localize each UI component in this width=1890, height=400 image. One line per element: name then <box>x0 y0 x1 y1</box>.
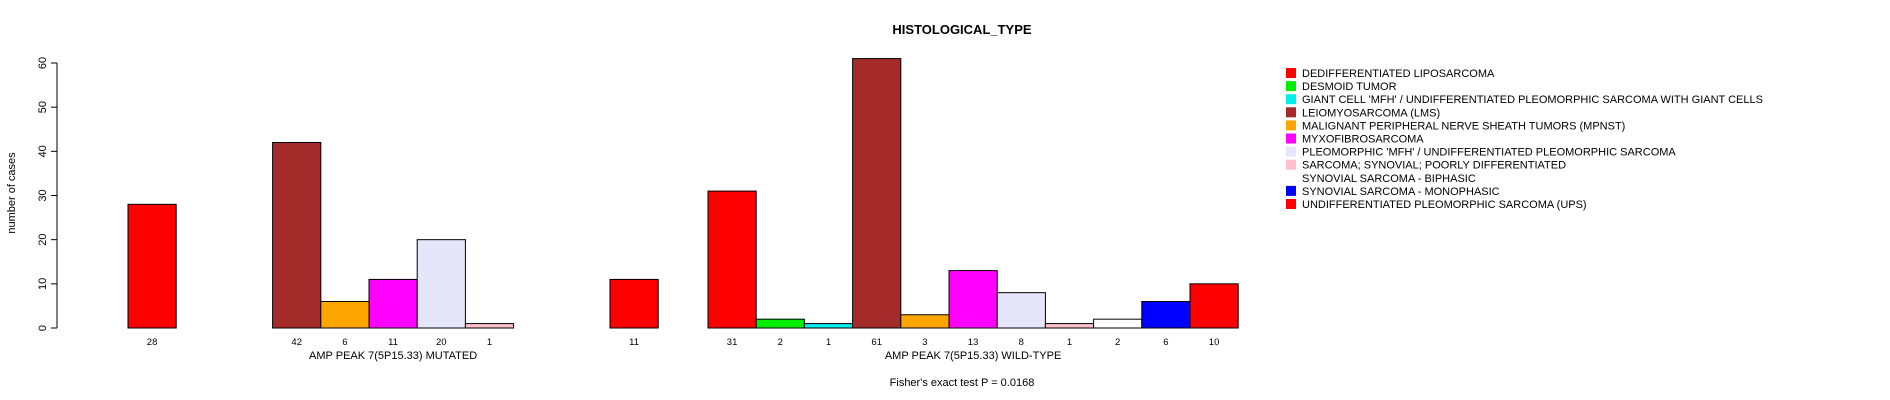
bar-count-label: 11 <box>629 337 639 348</box>
bar <box>1189 283 1239 329</box>
legend-entry: SYNOVIAL SARCOMA - MONOPHASIC <box>1302 186 1500 198</box>
bar-count-label: 1 <box>1067 337 1072 348</box>
bar <box>272 142 322 329</box>
legend-entry: DESMOID TUMOR <box>1302 81 1397 93</box>
bar-count-label: 20 <box>436 337 447 348</box>
bar-count-label: 2 <box>778 337 783 348</box>
legend-swatch <box>1286 146 1296 157</box>
legend-entry: MALIGNANT PERIPHERAL NERVE SHEATH TUMORS… <box>1302 120 1625 132</box>
bar-count-label: 11 <box>388 337 398 348</box>
bar <box>996 292 1046 329</box>
bar-count-labels: 28 42 6 11 20 1 11 31 2 1 61 3 13 8 1 2 6 10 <box>147 337 1220 348</box>
bar <box>127 203 177 329</box>
y-tick-label: 10 <box>37 278 49 290</box>
legend-entry: SARCOMA; SYNOVIAL; POORLY DIFFERENTIATED <box>1302 160 1566 172</box>
bar-count-label: 61 <box>871 337 882 348</box>
bar-count-label: 8 <box>1019 337 1024 348</box>
legend-entry: UNDIFFERENTIATED PLEOMORPHIC SARCOMA (UP… <box>1302 199 1587 211</box>
bar <box>416 239 466 329</box>
fisher-test-footnote: Fisher's exact test P = 0.0168 <box>890 377 1035 389</box>
bar <box>1141 301 1191 329</box>
bar <box>948 270 998 329</box>
bar-count-label: 6 <box>1163 337 1168 348</box>
bar-count-label: 6 <box>342 337 347 348</box>
bar <box>609 278 659 329</box>
legend-entry: MYXOFIBROSARCOMA <box>1302 134 1424 146</box>
bars <box>127 58 1239 329</box>
bar <box>368 278 418 329</box>
legend-swatch <box>1286 94 1296 105</box>
y-tick-label: 40 <box>37 145 49 157</box>
y-tick-label: 60 <box>37 57 49 69</box>
legend-swatch <box>1286 120 1296 131</box>
bar <box>803 323 854 329</box>
bar-count-label: 42 <box>291 337 302 348</box>
group-label: AMP PEAK 7(5P15.33) WILD-TYPE <box>885 350 1061 362</box>
legend-swatch <box>1286 133 1296 144</box>
legend-swatch <box>1286 81 1296 92</box>
legend-swatch <box>1286 185 1296 196</box>
bar <box>1093 318 1143 329</box>
bar <box>320 301 370 329</box>
y-tick-label: 0 <box>37 325 49 331</box>
legend-entry: GIANT CELL 'MFH' / UNDIFFERENTIATED PLEO… <box>1302 94 1763 106</box>
legend-entry: LEIOMYOSARCOMA (LMS) <box>1302 107 1440 119</box>
bar <box>1044 323 1095 329</box>
bar-count-label: 3 <box>922 337 927 348</box>
legend-entry: SYNOVIAL SARCOMA - BIPHASIC <box>1302 173 1476 185</box>
y-axis: 0 10 20 30 40 50 60 <box>37 57 58 331</box>
bar-count-label: 2 <box>1115 337 1120 348</box>
legend-swatch <box>1286 199 1296 209</box>
bar-count-label: 1 <box>487 337 492 348</box>
bar-count-label: 10 <box>1209 337 1220 348</box>
bar <box>852 58 902 329</box>
legend-entry: DEDIFFERENTIATED LIPOSARCOMA <box>1302 68 1495 80</box>
y-tick-label: 50 <box>37 101 49 113</box>
legend-swatch <box>1286 173 1296 183</box>
group-labels: AMP PEAK 7(5P15.33) MUTATED AMP PEAK 7(5P… <box>309 350 1061 362</box>
chart-title: HISTOLOGICAL_TYPE <box>892 22 1031 37</box>
legend-swatch <box>1286 68 1296 78</box>
bar <box>707 190 757 329</box>
bar <box>900 314 950 329</box>
bar-count-label: 28 <box>147 337 158 348</box>
bar <box>464 323 515 329</box>
legend-entry: PLEOMORPHIC 'MFH' / UNDIFFERENTIATED PLE… <box>1302 147 1676 159</box>
bar-count-label: 31 <box>727 337 738 348</box>
y-axis-label: number of cases <box>6 152 18 234</box>
legend-swatch <box>1286 107 1296 118</box>
y-tick-label: 30 <box>37 189 49 201</box>
group-label: AMP PEAK 7(5P15.33) MUTATED <box>309 350 477 362</box>
legend-swatch <box>1286 159 1296 170</box>
bar-count-label: 13 <box>968 337 979 348</box>
bar <box>755 318 805 329</box>
bar-count-label: 1 <box>826 337 831 348</box>
y-tick-label: 20 <box>37 234 49 246</box>
